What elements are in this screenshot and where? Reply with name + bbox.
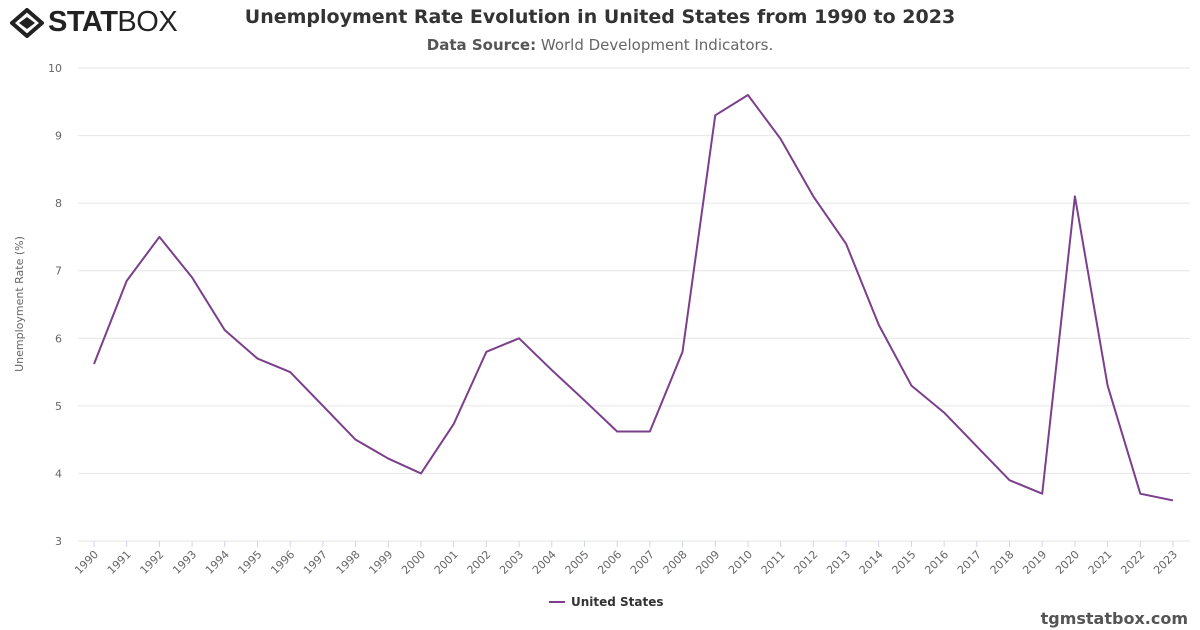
- x-tick-label: 2010: [726, 548, 755, 577]
- diamond-logo-icon: [10, 7, 44, 38]
- x-tick-label: 1996: [268, 548, 297, 577]
- x-tick-label: 1997: [301, 548, 330, 577]
- y-tick-label: 6: [55, 332, 62, 345]
- footer-url: tgmstatbox.com: [1040, 609, 1188, 628]
- x-tick-label: 2008: [661, 548, 690, 577]
- x-tick-label: 2013: [824, 548, 853, 577]
- x-tick-label: 1990: [72, 548, 101, 577]
- x-tick-label: 1994: [203, 548, 232, 577]
- y-axis-label: Unemployment Rate (%): [13, 236, 26, 372]
- y-tick-label: 4: [55, 467, 62, 480]
- x-tick-label: 2022: [1118, 548, 1147, 577]
- y-tick-label: 5: [55, 400, 62, 413]
- x-tick-label: 2018: [988, 548, 1017, 577]
- x-tick-label: 2006: [595, 548, 624, 577]
- x-tick-label: 1995: [236, 548, 265, 577]
- subtitle-label: Data Source:: [426, 36, 537, 54]
- x-tick-label: 2003: [497, 548, 526, 577]
- legend-label: United States: [571, 595, 664, 609]
- x-tick-label: 2021: [1086, 548, 1115, 577]
- y-tick-label: 7: [55, 265, 62, 278]
- logo-text-bold: STAT: [48, 6, 118, 38]
- x-tick-label: 2000: [399, 548, 428, 577]
- series-line-united-states[interactable]: [93, 94, 1174, 502]
- y-tick-label: 9: [55, 130, 62, 143]
- legend-item-united-states[interactable]: United States: [549, 595, 664, 609]
- x-tick-label: 2002: [464, 548, 493, 577]
- x-tick-label: 1991: [105, 548, 134, 577]
- chart-title: Unemployment Rate Evolution in United St…: [244, 6, 956, 28]
- x-tick-label: 1998: [334, 548, 363, 577]
- x-tick-label: 2019: [1020, 548, 1049, 577]
- subtitle-value: World Development Indicators.: [540, 36, 774, 54]
- x-tick-label: 2012: [791, 548, 820, 577]
- x-tick-label: 1992: [138, 548, 167, 577]
- x-tick-label: 2015: [890, 548, 919, 577]
- x-tick-label: 2020: [1053, 548, 1082, 577]
- x-tick-label: 2007: [628, 548, 657, 577]
- y-tick-label: 10: [48, 62, 62, 75]
- x-tick-label: 2009: [693, 548, 722, 577]
- x-tick-label: 2011: [759, 548, 788, 577]
- x-tick-label: 1993: [170, 548, 199, 577]
- statbox-logo: STATBOX: [10, 6, 178, 39]
- x-tick-label: 2016: [922, 548, 951, 577]
- legend-line-icon: [549, 601, 565, 603]
- chart-subtitle: Data Source: World Development Indicator…: [0, 36, 1200, 54]
- y-tick-label: 8: [55, 197, 62, 210]
- x-tick-label: 2005: [563, 548, 592, 577]
- x-tick-label: 2014: [857, 548, 886, 577]
- x-tick-label: 1999: [366, 548, 395, 577]
- x-tick-label: 2004: [530, 548, 559, 577]
- y-tick-label: 3: [55, 535, 62, 548]
- logo-text-light: BOX: [117, 6, 178, 38]
- x-tick-label: 2023: [1151, 548, 1180, 577]
- x-tick-label: 2017: [955, 548, 984, 577]
- x-tick-label: 2001: [432, 548, 461, 577]
